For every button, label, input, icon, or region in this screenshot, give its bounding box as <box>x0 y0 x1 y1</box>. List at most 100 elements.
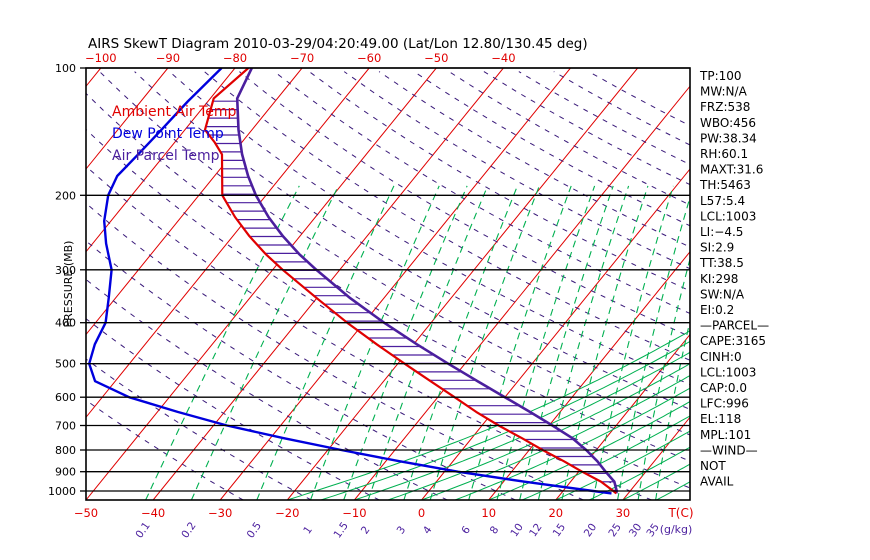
isotherm-line <box>421 168 690 500</box>
sidebar-stat-li: LI:−4.5 <box>700 225 743 239</box>
mixing-ratio-line <box>190 185 339 500</box>
isotherm-line <box>219 68 571 500</box>
dry-adiabat-line <box>134 71 690 410</box>
isotherm-line <box>286 68 639 500</box>
mixing-ratio-line <box>367 185 489 500</box>
temp-top-tick-label: −50 <box>424 51 448 65</box>
pressure-tick-label: 700 <box>55 420 76 433</box>
sidebar-stat-lfc: LFC:996 <box>700 397 749 411</box>
sidebar-stat-mpl: MPL:101 <box>700 428 751 442</box>
isotherm-line <box>86 68 169 170</box>
sidebar-stat-ki: KI:298 <box>700 272 738 286</box>
plot-border <box>85 67 691 501</box>
plot-frame <box>80 67 691 501</box>
dry-adiabat-line <box>343 71 690 270</box>
isotherm-line <box>86 68 437 500</box>
temp-bottom-tick-label: −10 <box>342 506 366 520</box>
dew-point-temp-curve <box>88 68 612 495</box>
moist-adiabat-line <box>555 430 690 500</box>
sidebar-stat-rh: RH:60.1 <box>700 147 748 161</box>
moist-adiabat-line <box>488 400 690 500</box>
dry-adiabat-line <box>86 278 448 500</box>
temp-bottom-tick-label: −30 <box>208 506 232 520</box>
isotherm-line <box>555 333 690 500</box>
sidebar-stat-cinh: CINH:0 <box>700 350 742 364</box>
air-parcel-temp-curve <box>235 68 618 494</box>
sidebar-stat-lcl2: LCL:1003 <box>700 365 756 379</box>
cape-fill <box>205 98 615 482</box>
mixing-ratio-line <box>537 185 630 500</box>
legend: Ambient Air Temp Dew Point Temp Air Parcel… <box>112 104 237 164</box>
mixing-ratio-line <box>145 185 300 500</box>
isotherm-line <box>622 416 690 500</box>
dry-adiabat-line <box>86 128 690 489</box>
dry-adiabat-line <box>169 71 690 386</box>
moist-adiabat-line <box>320 340 690 500</box>
ambient-air-temp-curve <box>203 68 617 495</box>
sidebar-stat-th: TH:5463 <box>699 178 751 192</box>
temp-bottom-tick-label: 10 <box>481 506 496 520</box>
dry-adiabat-line <box>378 71 690 248</box>
pressure-tick-label: 100 <box>55 62 76 75</box>
isotherm-line <box>86 68 303 336</box>
mixing-ratio-line <box>617 195 690 500</box>
sidebar-stat-parcel_hdr: —PARCEL— <box>700 319 769 333</box>
mixing-ratio-line <box>309 185 440 500</box>
mixing-unit-label: (g/kg) <box>660 523 693 536</box>
sidebar-stat-tp: TP:100 <box>699 69 742 83</box>
sidebar-stat-tt: TT:38.5 <box>699 256 744 270</box>
page-title: AIRS SkewT Diagram 2010-03-29/04:20:49.0… <box>88 36 588 52</box>
pressure-axis-label: PRESSURE (MB) <box>62 241 75 328</box>
sidebar-stat-maxt: MAXT:31.6 <box>700 163 763 177</box>
moist-adiabat-line <box>287 330 690 500</box>
dry-adiabat-line <box>86 318 380 500</box>
isotherm-line <box>86 68 370 419</box>
temp-top-tick-label: −90 <box>156 51 180 65</box>
mixing-ratio-line <box>403 185 518 500</box>
sidebar-stat-el: EL:118 <box>700 412 741 426</box>
sidebar-stat-ei: EI:0.2 <box>700 303 734 317</box>
moist-adiabat-line <box>622 463 690 500</box>
mixing-ratio-line <box>343 185 468 500</box>
temp-top-tick-label: −80 <box>223 51 247 65</box>
sidebar-stat-mw: MW:N/A <box>700 85 748 99</box>
mixing-ratio-line <box>429 185 540 500</box>
legend-item-ambient-air-temp: Ambient Air Temp <box>112 104 237 120</box>
sidebar-stat-frz: FRZ:538 <box>700 100 750 114</box>
temp-top-tick-label: −70 <box>290 51 314 65</box>
pressure-tick-label: 500 <box>55 358 76 371</box>
sidebar-stat-lcl: LCL:1003 <box>700 209 756 223</box>
temp-bottom-tick-label: 0 <box>418 506 425 520</box>
legend-item-dew-point-temp: Dew Point Temp <box>112 126 224 142</box>
pressure-tick-label: 600 <box>55 391 76 404</box>
mixing-ratio-line <box>496 185 596 500</box>
pressure-tick-label: 300 <box>55 264 76 277</box>
sidebar-stat-l57: L57:5.4 <box>700 194 745 208</box>
dry-adiabat-line <box>99 71 690 436</box>
moist-adiabat-line <box>354 351 690 500</box>
mixing-ratio-line <box>655 318 690 500</box>
temp-bottom-tick-label: −50 <box>74 506 98 520</box>
temp-bottom-tick-label: 20 <box>548 506 563 520</box>
pressure-tick-label: 1000 <box>48 485 76 498</box>
pressure-tick-label: 800 <box>55 444 76 457</box>
temp-top-tick-label: −100 <box>85 51 117 65</box>
sidebar-stat-pw: PW:38.34 <box>700 131 757 145</box>
sidebar-stat-cap: CAP:0.0 <box>700 381 747 395</box>
sidebar-stat-cape: CAPE:3165 <box>700 334 766 348</box>
temp-top-tick-label: −60 <box>357 51 381 65</box>
sidebar-stat-wind_1: NOT <box>700 459 726 473</box>
pressure-tick-label: 900 <box>55 466 76 479</box>
moist-adiabat-line <box>387 363 690 500</box>
pressure-tick-label: 400 <box>55 317 76 330</box>
moist-adiabat-line <box>589 446 690 500</box>
dry-adiabat-line <box>86 358 312 500</box>
mixing-ratio-line <box>519 185 614 500</box>
moist-adiabat-line <box>421 374 690 500</box>
sidebar-stat-si: SI:2.9 <box>700 241 734 255</box>
mixing-ratio-line <box>637 256 690 500</box>
